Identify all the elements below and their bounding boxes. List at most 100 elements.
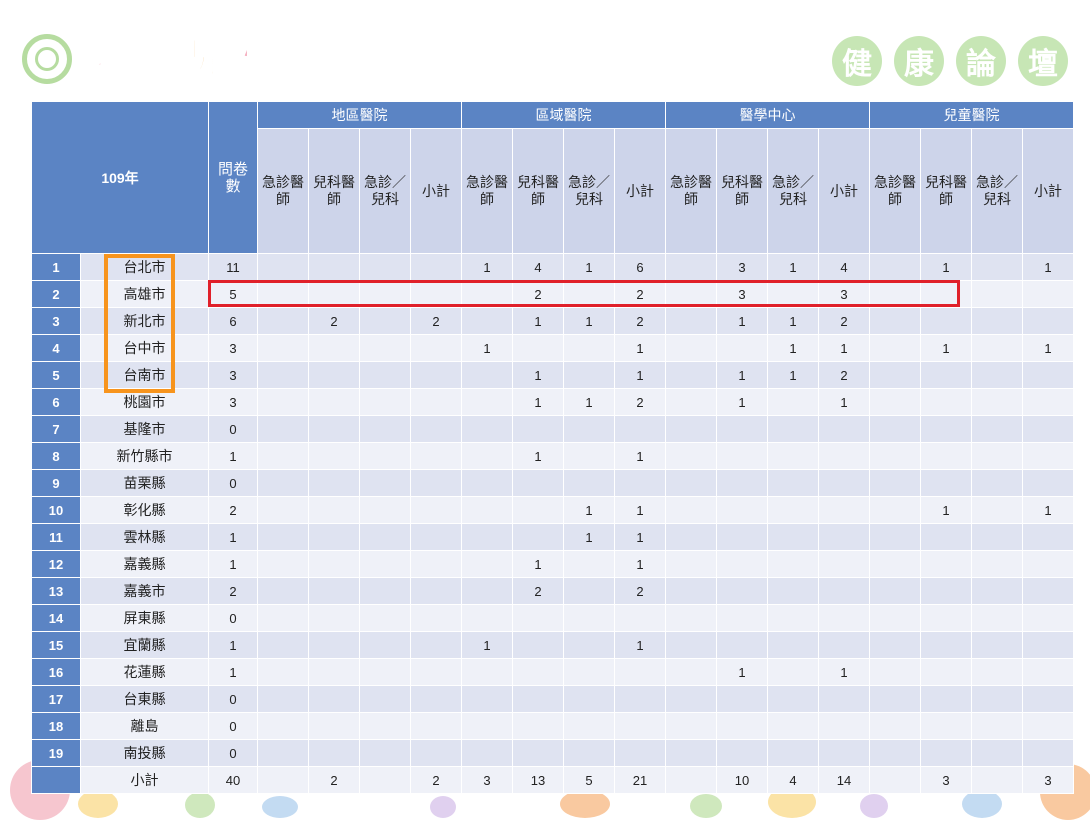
group-header-district: 地區醫院 xyxy=(257,101,463,129)
forum-char: 康 xyxy=(894,36,944,86)
value-cell xyxy=(920,577,973,605)
value-cell xyxy=(359,388,412,416)
value-cell xyxy=(563,361,616,389)
value-cell xyxy=(869,550,922,578)
sub-column-header: 急診／ 兒科 xyxy=(767,128,820,254)
value-cell xyxy=(257,253,310,281)
row-number: 12 xyxy=(31,550,81,578)
value-cell xyxy=(665,496,718,524)
value-cell xyxy=(767,280,820,308)
value-cell xyxy=(308,739,361,767)
value-cell xyxy=(920,442,973,470)
sub-column-header: 急診／ 兒科 xyxy=(359,128,412,254)
value-cell: 1 xyxy=(512,307,565,335)
value-cell xyxy=(920,739,973,767)
value-cell xyxy=(410,496,463,524)
value-cell xyxy=(971,280,1024,308)
row-number: 6 xyxy=(31,388,81,416)
value-cell xyxy=(563,712,616,740)
value-cell xyxy=(665,442,718,470)
value-cell: 2 xyxy=(512,577,565,605)
decor-circle-green xyxy=(185,792,215,818)
value-cell xyxy=(971,307,1024,335)
value-cell xyxy=(1022,550,1075,578)
value-cell xyxy=(971,577,1024,605)
value-cell xyxy=(920,712,973,740)
value-cell xyxy=(410,442,463,470)
decor-circle-yellow xyxy=(78,790,118,818)
value-cell xyxy=(971,496,1024,524)
value-cell xyxy=(461,550,514,578)
value-cell xyxy=(869,604,922,632)
questionnaire-count: 1 xyxy=(208,631,259,659)
sub-column-header: 急診／ 兒科 xyxy=(563,128,616,254)
row-number: 10 xyxy=(31,496,81,524)
group-header-children: 兒童醫院 xyxy=(869,101,1075,129)
value-cell xyxy=(818,442,871,470)
questionnaire-count: 0 xyxy=(208,604,259,632)
value-cell xyxy=(308,577,361,605)
value-cell xyxy=(461,280,514,308)
value-cell xyxy=(869,739,922,767)
value-cell xyxy=(971,415,1024,443)
value-cell xyxy=(767,577,820,605)
city-name: 嘉義縣 xyxy=(79,550,210,578)
value-cell xyxy=(257,388,310,416)
value-cell xyxy=(665,631,718,659)
value-cell xyxy=(767,685,820,713)
value-cell xyxy=(767,712,820,740)
total-value-cell: 3 xyxy=(920,766,973,794)
value-cell xyxy=(1022,604,1075,632)
row-number: 4 xyxy=(31,334,81,362)
value-cell xyxy=(767,658,820,686)
city-name: 彰化縣 xyxy=(79,496,210,524)
value-cell: 1 xyxy=(563,307,616,335)
value-cell xyxy=(869,388,922,416)
value-cell: 1 xyxy=(512,442,565,470)
value-cell xyxy=(869,523,922,551)
value-cell xyxy=(665,388,718,416)
row-number: 9 xyxy=(31,469,81,497)
value-cell xyxy=(1022,388,1075,416)
value-cell xyxy=(1022,577,1075,605)
value-cell xyxy=(410,604,463,632)
value-cell xyxy=(665,577,718,605)
value-cell xyxy=(665,280,718,308)
value-cell xyxy=(512,685,565,713)
table-row: 4 台中市 3 1 1 1 1 1 1 xyxy=(31,334,1075,362)
value-cell xyxy=(1022,685,1075,713)
value-cell xyxy=(461,442,514,470)
value-cell xyxy=(563,577,616,605)
questionnaire-count: 0 xyxy=(208,469,259,497)
value-cell xyxy=(665,685,718,713)
value-cell: 1 xyxy=(563,496,616,524)
row-number: 7 xyxy=(31,415,81,443)
row-number: 19 xyxy=(31,739,81,767)
value-cell: 4 xyxy=(818,253,871,281)
total-value-cell: 4 xyxy=(767,766,820,794)
value-cell xyxy=(512,334,565,362)
value-cell xyxy=(410,388,463,416)
total-value-cell: 14 xyxy=(818,766,871,794)
value-cell xyxy=(971,523,1024,551)
value-cell xyxy=(665,334,718,362)
title-char: 兒 xyxy=(185,31,231,84)
total-value-cell: 5 xyxy=(563,766,616,794)
decor-circle-blue2 xyxy=(962,790,1002,818)
value-cell xyxy=(257,712,310,740)
value-cell xyxy=(614,739,667,767)
value-cell: 3 xyxy=(818,280,871,308)
value-cell xyxy=(971,631,1024,659)
table-row: 11 雲林縣 1 1 1 xyxy=(31,523,1075,551)
value-cell: 1 xyxy=(767,361,820,389)
value-cell xyxy=(563,415,616,443)
city-name: 新北市 xyxy=(79,307,210,335)
value-cell xyxy=(716,334,769,362)
table-row: 12 嘉義縣 1 1 1 xyxy=(31,550,1075,578)
value-cell: 1 xyxy=(818,388,871,416)
value-cell xyxy=(512,658,565,686)
value-cell: 1 xyxy=(512,361,565,389)
value-cell xyxy=(359,496,412,524)
table-row: 19 南投縣 0 xyxy=(31,739,1075,767)
value-cell: 1 xyxy=(461,253,514,281)
